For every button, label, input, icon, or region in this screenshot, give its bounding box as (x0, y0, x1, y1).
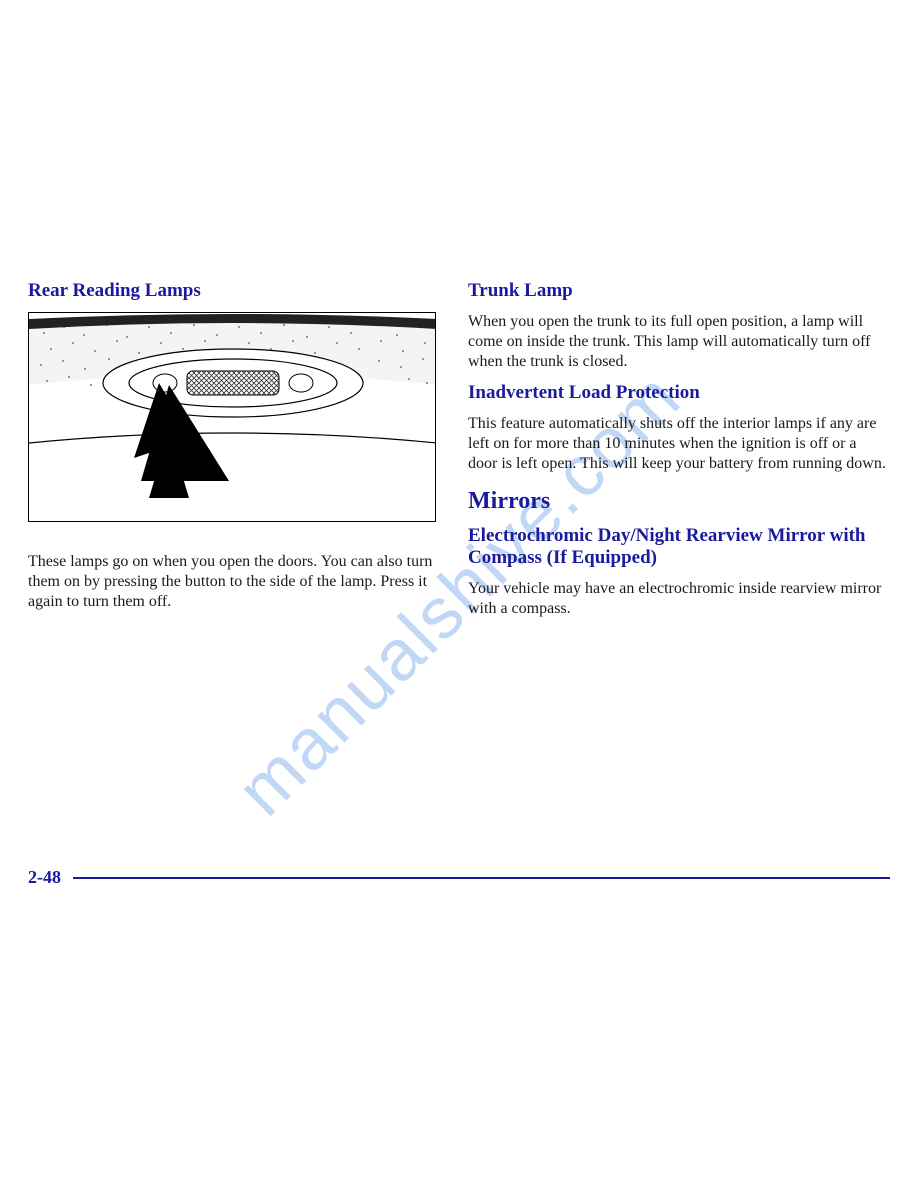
page-rule (73, 877, 890, 879)
body-electrochromic: Your vehicle may have an electrochromic … (468, 579, 888, 619)
heading-electrochromic: Electrochromic Day/Night Rearview Mirror… (468, 525, 888, 569)
page-footer: 2-48 (28, 867, 890, 888)
heading-trunk-lamp: Trunk Lamp (468, 280, 888, 302)
two-column-layout: Rear Reading Lamps (28, 280, 890, 629)
right-column: Trunk Lamp When you open the trunk to it… (468, 280, 888, 629)
body-inadvertent-load: This feature automatically shuts off the… (468, 414, 888, 474)
page-content: Rear Reading Lamps (28, 280, 890, 900)
lamp-illustration-svg (29, 313, 436, 522)
body-rear-reading-lamps: These lamps go on when you open the door… (28, 552, 438, 612)
heading-rear-reading-lamps: Rear Reading Lamps (28, 280, 438, 302)
page-number: 2-48 (28, 867, 61, 888)
body-trunk-lamp: When you open the trunk to its full open… (468, 312, 888, 372)
left-column: Rear Reading Lamps (28, 280, 438, 629)
figure-rear-reading-lamp (28, 312, 436, 522)
heading-inadvertent-load: Inadvertent Load Protection (468, 382, 888, 404)
heading-mirrors: Mirrors (468, 488, 888, 515)
